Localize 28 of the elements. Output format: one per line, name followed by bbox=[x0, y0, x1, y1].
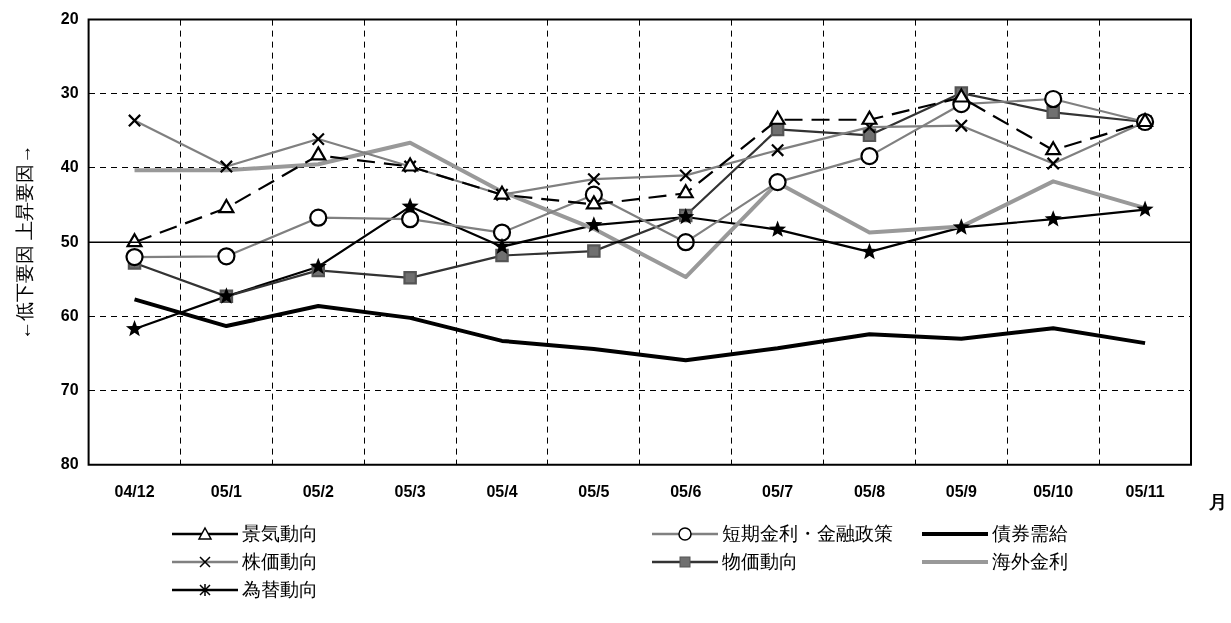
y-tick-label: 70 bbox=[60, 381, 79, 399]
legend-label: 景気動向 bbox=[242, 522, 318, 546]
x-tick-label: 05/11 bbox=[1125, 482, 1165, 500]
x-tick-label: 05/10 bbox=[1033, 482, 1074, 500]
x-tick-label: 05/1 bbox=[210, 482, 243, 500]
y-tick-label: 20 bbox=[60, 10, 79, 28]
x-tick-label: 04/12 bbox=[114, 482, 155, 500]
legend-label: 海外金利 bbox=[992, 550, 1068, 574]
legend-label: 株価動向 bbox=[242, 550, 318, 574]
legend-label: 物価動向 bbox=[722, 550, 798, 574]
legend-label: 債券需給 bbox=[992, 522, 1068, 546]
x-tick-label: 05/5 bbox=[578, 482, 610, 500]
y-tick-label: 50 bbox=[60, 232, 79, 250]
x-tick-label: 05/4 bbox=[486, 482, 518, 500]
y-tick-label: 80 bbox=[60, 455, 79, 473]
x-tick-label: 05/9 bbox=[945, 482, 977, 500]
x-tick-label: 05/2 bbox=[302, 482, 334, 500]
x-tick-label: 05/7 bbox=[762, 482, 794, 500]
y-axis-title: ←低下要因 上昇要因→ bbox=[13, 144, 35, 340]
x-tick-label: 05/6 bbox=[670, 482, 702, 500]
x-tick-label: 05/8 bbox=[853, 482, 886, 500]
legend-label: 為替動向 bbox=[242, 578, 318, 602]
x-axis-title: 月 bbox=[1208, 491, 1227, 512]
y-tick-label: 60 bbox=[60, 306, 79, 324]
legend-label: 短期金利・金融政策 bbox=[722, 522, 893, 546]
y-tick-label: 30 bbox=[60, 84, 79, 102]
x-tick-label: 05/3 bbox=[394, 482, 426, 500]
y-tick-label: 40 bbox=[60, 158, 79, 176]
